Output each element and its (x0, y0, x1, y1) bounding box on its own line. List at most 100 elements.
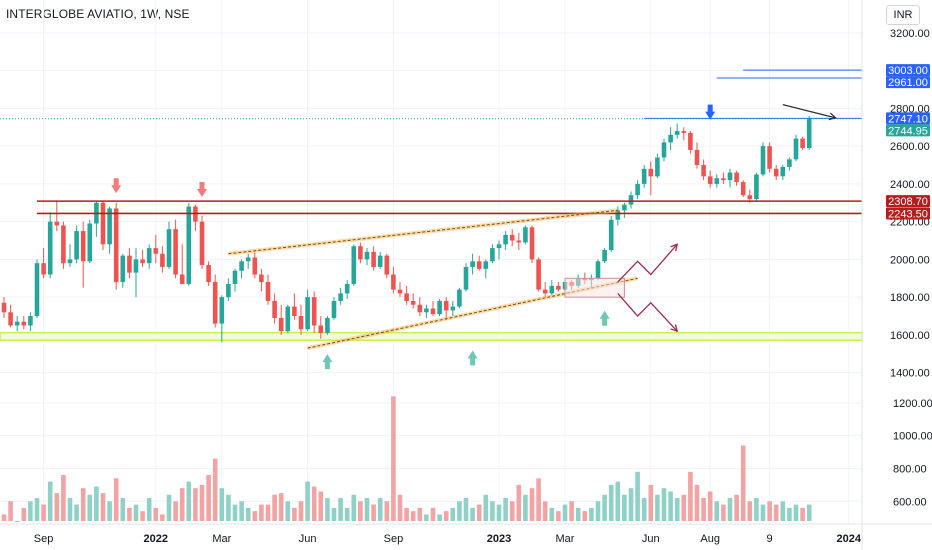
y-tick-label: 2600.00 (890, 141, 930, 153)
candle-body (767, 146, 772, 169)
volume-bar (589, 507, 594, 521)
candle-body (371, 251, 376, 267)
volume-bar (575, 507, 581, 521)
volume-bar (351, 494, 357, 521)
volume-bar (424, 514, 429, 521)
candle-body (133, 259, 139, 273)
up-arrow-marker (599, 310, 610, 326)
candle-body (47, 221, 53, 275)
volume-bar (179, 488, 185, 521)
candle-body (800, 138, 805, 149)
volume-bar (219, 488, 225, 521)
candle-body (140, 259, 145, 264)
volume-bar (397, 494, 403, 521)
volume-bar (635, 471, 640, 521)
volume-bar (701, 498, 706, 521)
price-tag-label: 2747.10 (888, 113, 928, 125)
candle-body (239, 261, 244, 271)
candle-body (107, 208, 112, 245)
volume-bar (773, 504, 779, 521)
volume-bar (734, 494, 739, 521)
price-tag-label: 2744.95 (888, 125, 928, 137)
currency-selector[interactable]: INR (886, 5, 920, 25)
volume-bar (278, 493, 284, 521)
candle-body (146, 248, 152, 264)
candle-body (127, 255, 132, 273)
volume-bar (199, 484, 205, 521)
candle-body (28, 316, 33, 326)
candle-body (806, 118, 812, 149)
volume-bar (325, 498, 330, 521)
volume-bar (536, 478, 541, 521)
channel-line (228, 209, 618, 255)
volume-bar (641, 498, 647, 521)
volume-bar (516, 484, 522, 521)
volume-bar (146, 498, 152, 521)
candle-body (536, 259, 541, 290)
volume-bar (747, 501, 753, 521)
candle-body (648, 168, 654, 177)
volume-bar (226, 494, 231, 521)
candle-body (186, 206, 192, 284)
x-tick-label: 2023 (487, 533, 511, 545)
candle-body (100, 202, 106, 245)
volume-bar (133, 504, 139, 521)
volume-bar (8, 501, 13, 521)
candle-body (608, 219, 614, 250)
y-tick-label: 600.00 (893, 496, 927, 508)
candle-body (199, 221, 205, 266)
volume-bar (391, 396, 396, 521)
support-zone (0, 331, 863, 341)
candle-body (628, 195, 634, 205)
projection-arrow (782, 103, 836, 119)
volume-bar (470, 507, 475, 521)
volume-bar (34, 498, 40, 521)
candle-body (701, 165, 706, 177)
candle-body (635, 183, 640, 196)
candle-body (384, 255, 390, 275)
volume-bar (21, 507, 27, 521)
volume-bar (727, 498, 733, 521)
candle-body (641, 168, 647, 184)
volume-bar (760, 504, 766, 521)
candle-body (674, 131, 680, 135)
volume-bar (331, 507, 337, 521)
x-tick-label: 9 (767, 533, 773, 545)
candle-body (351, 246, 357, 284)
volume-bar (628, 488, 634, 521)
volume-bar (28, 501, 33, 521)
candle-body (714, 178, 720, 184)
volume-bar (542, 501, 548, 521)
volume-bar (509, 501, 515, 521)
candle-body (120, 255, 126, 283)
volume-bar (265, 504, 271, 521)
y-tick-label: 3200.00 (890, 28, 930, 40)
x-tick-label: 2024 (837, 533, 862, 545)
volume-bar (569, 501, 574, 521)
candle-body (21, 321, 27, 326)
candle-body (391, 274, 396, 290)
candle-body (331, 300, 337, 318)
volume-bar (14, 521, 20, 522)
volume-bar (457, 501, 462, 521)
candle-body (747, 195, 753, 199)
candle-body (338, 293, 343, 301)
volume-bar (430, 507, 436, 521)
x-tick-label: Mar (556, 533, 575, 545)
volume-bar (384, 501, 390, 521)
volume-bar (1, 514, 7, 521)
x-tick-label: 2022 (144, 533, 168, 545)
volume-bar (602, 494, 607, 521)
volume-bar (193, 488, 198, 521)
candle-body (298, 316, 304, 330)
volume-bars (1, 396, 812, 522)
candle-body (556, 285, 561, 290)
volume-bar (120, 498, 126, 521)
price-tag (886, 76, 930, 89)
candle-body (754, 174, 759, 199)
y-tick-label: 2400.00 (890, 179, 930, 191)
candle-body (226, 283, 231, 298)
candle-body (74, 231, 79, 260)
volume-bar (364, 498, 370, 521)
